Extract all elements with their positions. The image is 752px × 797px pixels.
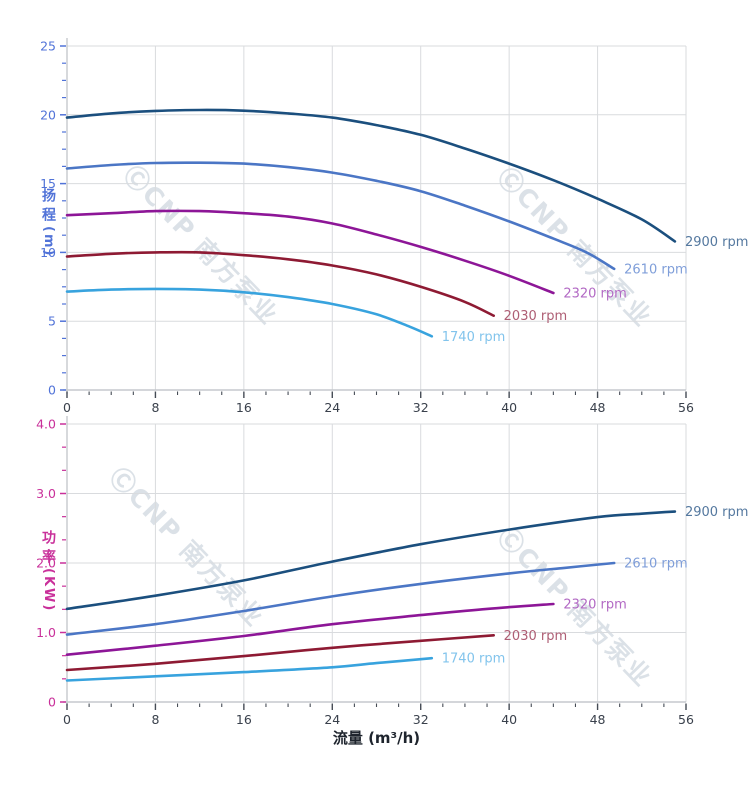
x-tick-label: 16: [236, 400, 252, 415]
head-axis-title: 扬程(m): [40, 188, 56, 257]
power-curve-2320-rpm: [65, 602, 555, 656]
head-curve-2610-rpm: [65, 161, 616, 271]
head-curve-2900-rpm: [65, 108, 677, 243]
y-tick-label: 3.0: [36, 486, 56, 501]
head-curve-label-2030-rpm: 2030 rpm: [504, 309, 567, 324]
head-curve-2030-rpm: [65, 250, 495, 317]
x-tick-label: 24: [324, 712, 340, 727]
x-tick-label: 56: [678, 400, 694, 415]
head-curve-label-2610-rpm: 2610 rpm: [624, 262, 687, 277]
y-tick-label: 25: [40, 39, 56, 54]
power-curve-2610-rpm: [65, 561, 616, 636]
power-curve-label-1740-rpm: 1740 rpm: [442, 652, 505, 667]
x-tick-label: 48: [590, 712, 606, 727]
head-axis-unit: (m): [41, 226, 56, 258]
power-axis-title: 功率(KW): [40, 530, 56, 612]
watermark-3: ⒸCNP 南方泵业: [104, 462, 270, 633]
head-curve-label-2900-rpm: 2900 rpm: [685, 235, 748, 250]
y-tick-label: 2.0: [36, 556, 56, 571]
power-axis-title-text: 功率: [40, 530, 56, 568]
head-curve-label-1740-rpm: 1740 rpm: [442, 330, 505, 345]
x-tick-label: 32: [413, 400, 429, 415]
x-tick-label: 40: [501, 400, 517, 415]
y-tick-label: 20: [40, 107, 56, 122]
power-chart: 0 1.0 2.0 3.0 4.0 0 8 16 24 32 40 48 56 2900 rpm 2610 …: [36, 416, 748, 727]
x-tick-label: 56: [678, 712, 694, 727]
head-chart: 0 5 10 15 20 25 0 8 16 24 32 40 48 56 2900 rpm 2610 rpm…: [40, 38, 748, 415]
x-tick-label: 0: [63, 712, 71, 727]
y-tick-label: 10: [40, 245, 56, 260]
power-curve-2900-rpm: [65, 510, 677, 611]
x-tick-label: 16: [236, 712, 252, 727]
power-curve-label-2900-rpm: 2900 rpm: [685, 505, 748, 520]
x-tick-label: 40: [501, 712, 517, 727]
power-curve-label-2610-rpm: 2610 rpm: [624, 557, 687, 572]
y-tick-label: 0: [48, 383, 56, 398]
y-tick-label: 4.0: [36, 417, 56, 432]
head-curve-label-2320-rpm: 2320 rpm: [563, 286, 626, 301]
x-tick-label: 48: [590, 400, 606, 415]
watermark-1: ⒸCNP 南方泵业: [118, 160, 284, 331]
power-curve-label-2030-rpm: 2030 rpm: [504, 629, 567, 644]
x-tick-label: 24: [324, 400, 340, 415]
y-tick-label: 0: [48, 695, 56, 710]
x-axis-title: 流量 (m³/h): [332, 729, 421, 747]
power-curve-1740-rpm: [65, 656, 434, 682]
y-tick-label: 1.0: [36, 625, 56, 640]
power-axis-unit: (KW): [41, 568, 56, 613]
x-tick-label: 8: [151, 400, 159, 415]
power-curve-2030-rpm: [65, 634, 495, 672]
x-tick-label: 32: [413, 712, 429, 727]
y-tick-label: 15: [40, 176, 56, 191]
power-curve-label-2320-rpm: 2320 rpm: [563, 598, 626, 613]
head-axis-title-text: 扬程: [40, 188, 56, 226]
x-tick-label: 0: [63, 400, 71, 415]
head-curve-2320-rpm: [65, 209, 555, 295]
x-tick-label: 8: [151, 712, 159, 727]
y-tick-label: 5: [48, 314, 56, 329]
head-curve-1740-rpm: [65, 287, 434, 338]
